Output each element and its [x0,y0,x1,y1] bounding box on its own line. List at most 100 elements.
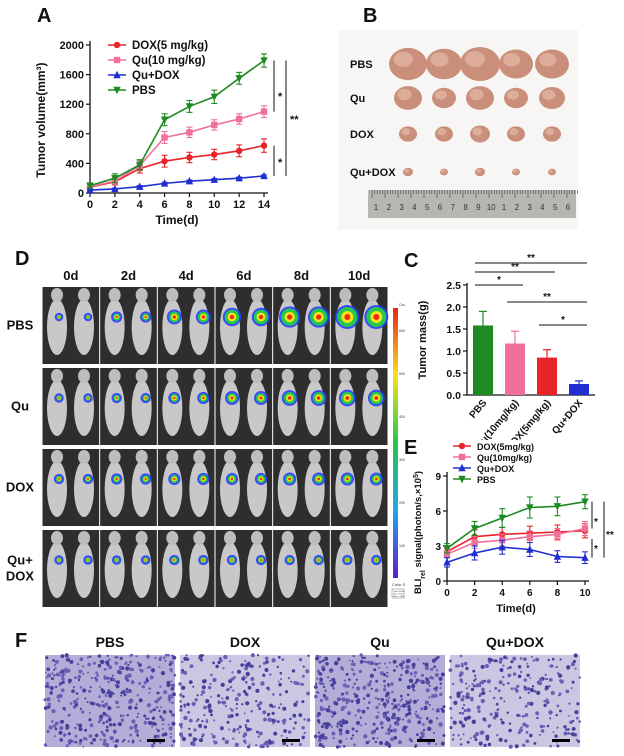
data-point [470,548,479,557]
tumor-highlight [404,168,410,173]
cell-nucleus [281,658,285,661]
panel-letter-c: C [404,250,419,272]
cell-nucleus [476,705,481,710]
cell-nucleus [234,697,239,702]
cell-nucleus [240,663,244,667]
cell-nucleus [565,728,568,731]
data-point [443,545,451,553]
cell-nucleus [54,727,58,731]
ruler-number: 4 [540,203,545,212]
cell-nucleus [517,674,522,679]
cell-nucleus [425,680,429,684]
cell-nucleus [457,734,460,737]
mouse-head [78,369,90,383]
cell-nucleus [459,678,463,682]
imaging-row-label: DOX [6,480,35,495]
cell-nucleus [235,707,238,710]
cell-nucleus [352,654,355,658]
cell-nucleus [64,669,69,674]
cell-nucleus [65,657,68,660]
cell-nucleus [339,724,343,728]
cell-nucleus [127,740,130,743]
cell-nucleus [107,717,112,722]
panel-letter-b: B [363,5,378,27]
cell-nucleus [539,677,543,682]
cell-nucleus [390,682,394,686]
cell-nucleus [375,679,379,683]
cell-nucleus [353,743,356,747]
cell-nucleus [117,722,122,727]
y-tick-label: 400 [66,158,84,170]
cell-nucleus [501,720,505,725]
cell-nucleus [406,700,411,705]
cell-nucleus [45,681,50,686]
mouse-body [247,299,267,355]
cell-nucleus [107,681,110,683]
cell-nucleus [114,661,119,665]
cell-nucleus [178,682,182,686]
cell-nucleus [547,658,550,662]
sig-annotation: ** [527,253,535,264]
signal-core [288,477,292,481]
x-tick-label: 6 [527,588,533,599]
cell-nucleus [463,709,467,713]
cell-nucleus [481,687,485,692]
cell-nucleus [339,745,342,748]
cell-nucleus [559,710,562,712]
mouse-body [189,299,210,355]
cell-nucleus [282,706,287,711]
cell-nucleus [46,685,49,688]
mouse-head [366,369,379,383]
signal-core [287,314,293,320]
cell-nucleus [340,694,343,697]
cell-nucleus [448,668,453,672]
cell-nucleus [372,722,376,726]
cell-nucleus [385,698,390,703]
cell-nucleus [52,659,55,662]
cell-nucleus [210,673,213,677]
cell-nucleus [525,739,530,743]
cell-nucleus [352,672,356,676]
cell-nucleus [503,700,506,703]
signal-core [144,559,147,561]
cell-nucleus [146,703,151,708]
cell-nucleus [413,699,417,704]
cell-nucleus [324,696,329,701]
cell-nucleus [105,728,109,732]
cell-nucleus [217,700,221,703]
cell-nucleus [82,688,87,693]
legend-label: DOX(5 mg/kg) [132,40,208,52]
panel-letter-e: E [404,437,418,459]
cell-nucleus [551,657,555,661]
cell-nucleus [171,721,176,726]
cell-nucleus [123,689,126,692]
cell-nucleus [287,730,292,734]
cell-nucleus [449,726,453,730]
cell-nucleus [483,743,487,747]
data-point [526,545,534,553]
tumor-highlight [472,127,483,136]
mouse-head [193,531,206,545]
cell-nucleus [243,712,246,715]
histology-image [448,653,581,749]
bar [537,357,557,395]
cell-nucleus [369,673,374,678]
cell-nucleus [115,739,119,743]
signal-core [58,316,60,318]
tumor-highlight [393,51,413,67]
cell-nucleus [226,687,230,692]
cell-nucleus [509,666,512,669]
cell-nucleus [291,669,296,673]
cell-nucleus [150,743,155,748]
x-tick-label: 8 [186,199,192,211]
cell-nucleus [386,717,391,722]
y-tick-label: 0 [78,188,84,200]
cell-nucleus [53,668,56,671]
mouse-body [189,542,210,598]
cell-nucleus [410,739,413,743]
cell-nucleus [123,738,126,741]
cell-nucleus [95,671,98,675]
mouse-body [47,542,67,598]
cell-nucleus [145,677,148,680]
cell-nucleus [417,720,422,725]
